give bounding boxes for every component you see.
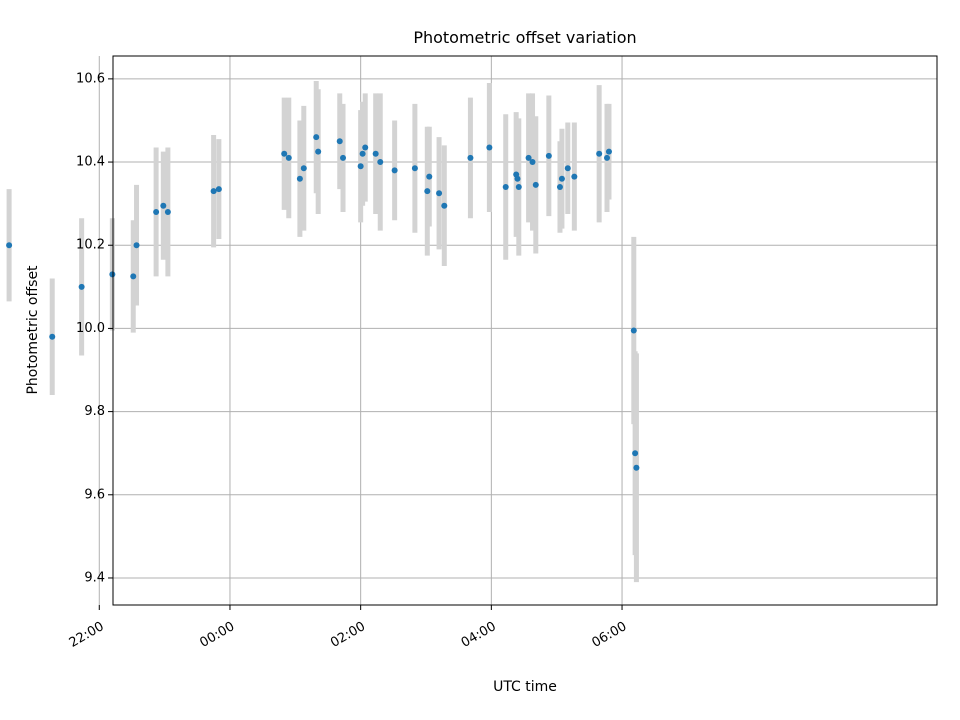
y-tick-label: 10.2	[76, 238, 105, 253]
data-point	[357, 163, 364, 170]
data-point	[313, 134, 320, 141]
data-point	[362, 144, 369, 151]
data-point	[515, 184, 522, 191]
y-tick-label: 9.4	[84, 570, 105, 585]
data-point	[436, 190, 443, 197]
data-point	[596, 150, 603, 157]
data-point	[604, 154, 611, 161]
data-point	[467, 154, 474, 161]
data-point	[300, 165, 307, 172]
data-point	[529, 159, 536, 166]
y-tick-label: 10.0	[76, 321, 105, 336]
data-point	[109, 271, 116, 278]
data-point	[296, 175, 303, 182]
data-point	[372, 150, 379, 157]
data-point	[411, 165, 418, 172]
data-point	[605, 148, 612, 155]
data-point	[486, 144, 493, 151]
data-point	[514, 175, 521, 182]
data-point	[525, 154, 532, 161]
data-points	[6, 134, 640, 471]
y-tick-label: 9.8	[84, 404, 105, 419]
data-point	[281, 150, 288, 157]
y-tick-label: 10.6	[76, 71, 105, 86]
data-point	[78, 283, 85, 290]
data-point	[164, 208, 171, 215]
data-point	[285, 154, 292, 161]
y-tick-label: 9.6	[84, 487, 105, 502]
data-point	[153, 208, 160, 215]
data-point	[340, 154, 347, 161]
data-point	[571, 173, 578, 180]
data-point	[630, 327, 637, 334]
data-point	[558, 175, 565, 182]
chart-title: Photometric offset variation	[413, 28, 636, 47]
data-point	[556, 184, 563, 191]
data-point	[377, 159, 384, 166]
y-axis-label: Photometric offset	[25, 265, 41, 395]
data-point	[564, 165, 571, 172]
data-point	[210, 188, 217, 195]
data-point	[215, 186, 222, 193]
data-point	[441, 202, 448, 209]
data-point	[391, 167, 398, 174]
data-point	[133, 242, 140, 249]
x-axis-label: UTC time	[493, 679, 557, 695]
data-point	[315, 148, 322, 155]
data-point	[502, 184, 509, 191]
data-point	[6, 242, 13, 249]
data-point	[336, 138, 343, 145]
data-point	[160, 202, 167, 209]
data-point	[359, 150, 366, 157]
data-point	[49, 333, 56, 340]
data-point	[426, 173, 433, 180]
data-point	[632, 450, 639, 457]
data-point	[633, 464, 640, 471]
data-point	[130, 273, 137, 280]
data-point	[545, 152, 552, 159]
data-point	[532, 181, 539, 188]
plot-frame	[112, 55, 938, 606]
y-tick-label: 10.4	[76, 155, 105, 170]
data-point	[424, 188, 431, 195]
